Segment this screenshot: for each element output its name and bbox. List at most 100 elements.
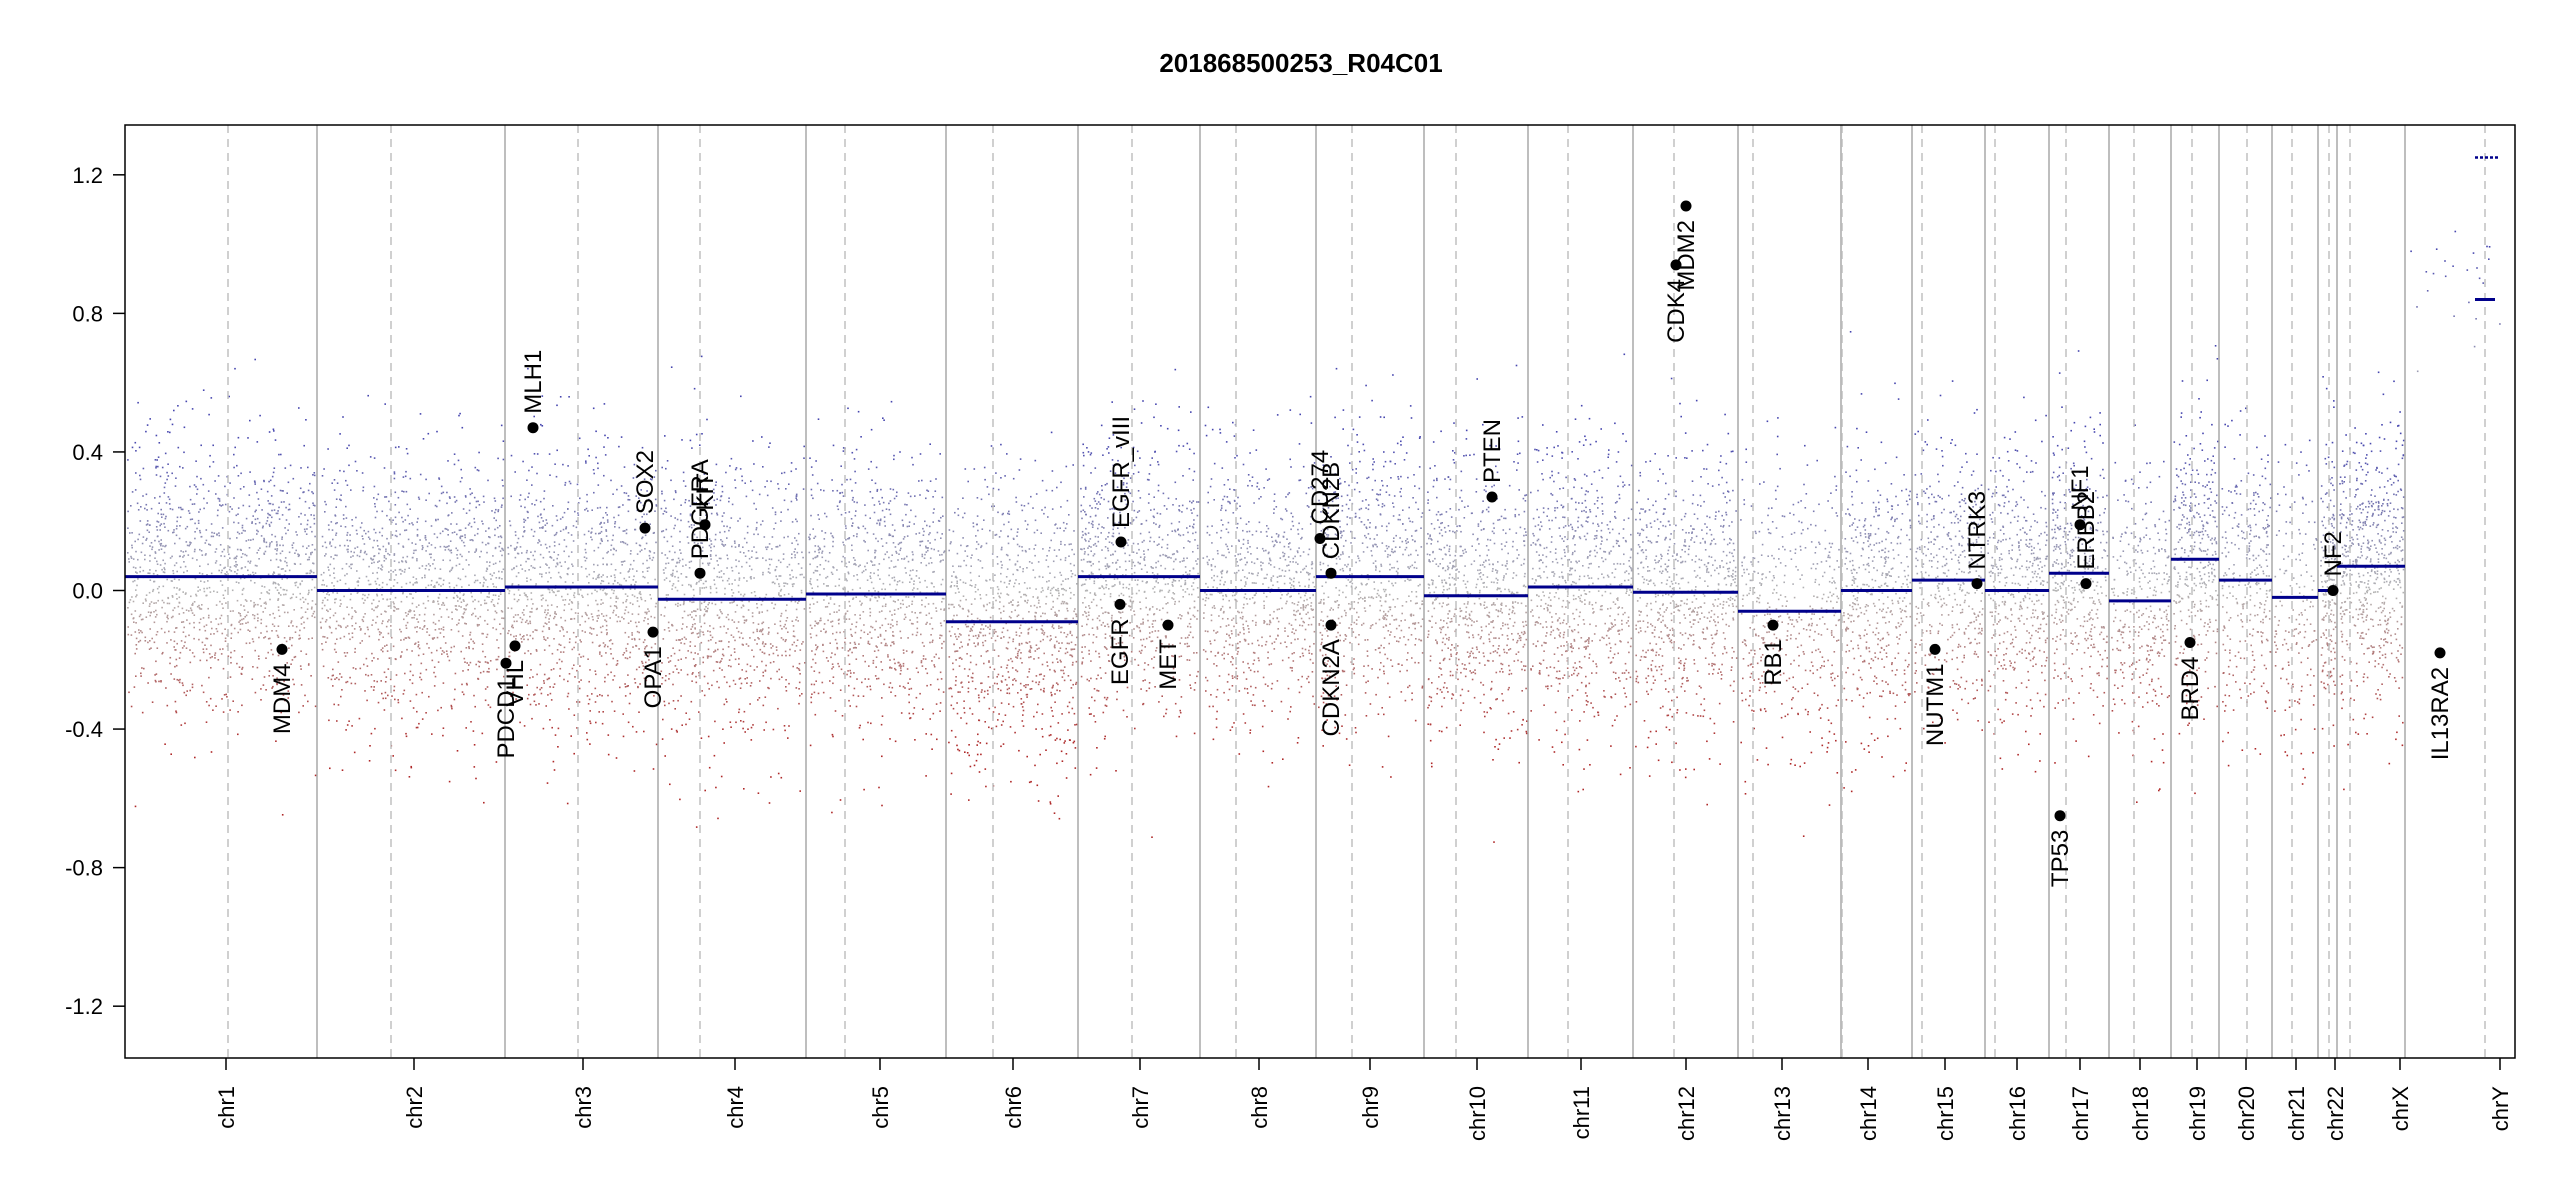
probe-point — [782, 638, 785, 641]
probe-point — [619, 686, 621, 689]
probe-point — [569, 599, 571, 601]
probe-point — [864, 504, 866, 506]
probe-point — [761, 520, 764, 522]
probe-point — [566, 631, 568, 633]
probe-point — [636, 553, 639, 555]
probe-point — [563, 646, 566, 649]
probe-point — [877, 677, 880, 680]
probe-point — [385, 625, 388, 628]
probe-point — [764, 696, 767, 698]
probe-point — [649, 557, 651, 560]
probe-point — [735, 565, 738, 568]
probe-point — [646, 567, 649, 569]
probe-point — [257, 617, 259, 619]
probe-point — [154, 497, 156, 499]
probe-point — [932, 512, 935, 514]
probe-point — [774, 582, 776, 585]
probe-point — [721, 658, 723, 660]
probe-point — [517, 614, 519, 616]
probe-point — [432, 586, 435, 588]
probe-point — [526, 605, 528, 607]
probe-point — [853, 575, 855, 577]
probe-point — [601, 694, 603, 697]
probe-point — [195, 485, 197, 488]
probe-point — [553, 617, 555, 620]
probe-point — [631, 632, 633, 634]
probe-point — [568, 603, 570, 605]
probe-point — [906, 555, 908, 558]
probe-point — [721, 543, 723, 545]
probe-point — [465, 608, 467, 611]
probe-point — [539, 688, 541, 691]
probe-point — [204, 629, 207, 632]
probe-point — [298, 554, 300, 556]
probe-point — [304, 514, 306, 516]
probe-point — [282, 544, 284, 547]
probe-point — [600, 522, 602, 524]
probe-point — [244, 599, 247, 601]
probe-point — [131, 532, 133, 534]
probe-point — [679, 541, 681, 543]
probe-point — [128, 691, 130, 694]
probe-point — [584, 611, 587, 614]
probe-point — [236, 464, 238, 467]
probe-point — [445, 596, 448, 599]
probe-point — [158, 502, 160, 504]
probe-point — [208, 413, 210, 416]
probe-point — [622, 588, 624, 590]
probe-point — [276, 589, 279, 591]
probe-point — [846, 610, 849, 612]
probe-point — [373, 686, 375, 688]
probe-point — [167, 529, 170, 532]
probe-point — [731, 503, 734, 506]
probe-point — [665, 594, 668, 596]
probe-point — [867, 721, 869, 724]
probe-point — [497, 510, 499, 513]
probe-point — [667, 627, 670, 629]
probe-point — [744, 678, 746, 680]
probe-point — [943, 620, 946, 622]
probe-point — [604, 676, 606, 679]
probe-point — [691, 447, 693, 449]
probe-point — [166, 614, 169, 617]
probe-point — [366, 665, 369, 667]
probe-point — [567, 692, 570, 695]
probe-point — [740, 682, 743, 685]
probe-point — [888, 502, 890, 505]
probe-point — [344, 582, 347, 585]
probe-point — [664, 554, 667, 556]
probe-point — [401, 560, 403, 562]
probe-point — [241, 524, 244, 527]
probe-point — [277, 654, 280, 657]
probe-point — [715, 463, 718, 466]
probe-point — [862, 570, 865, 572]
probe-point — [718, 640, 721, 642]
probe-point — [824, 559, 827, 562]
probe-point — [407, 514, 409, 517]
probe-point — [411, 650, 413, 652]
probe-point — [480, 592, 482, 594]
probe-point — [849, 642, 852, 644]
probe-point — [175, 710, 177, 712]
probe-point — [298, 516, 300, 518]
probe-point — [134, 567, 137, 569]
probe-point — [635, 542, 638, 545]
probe-point — [545, 599, 547, 602]
probe-point — [585, 567, 587, 570]
probe-point — [578, 593, 580, 596]
probe-point — [814, 624, 816, 627]
probe-point — [892, 600, 895, 602]
probe-point — [178, 506, 180, 509]
probe-point — [381, 692, 383, 695]
probe-point — [796, 499, 798, 501]
probe-point — [552, 559, 555, 561]
probe-point — [308, 558, 310, 561]
probe-point — [177, 679, 180, 682]
probe-point — [758, 612, 761, 614]
probe-point — [808, 551, 811, 554]
probe-point — [486, 567, 488, 570]
probe-point — [372, 546, 374, 549]
probe-point — [690, 628, 692, 630]
probe-point — [288, 508, 291, 511]
probe-point — [127, 510, 129, 513]
